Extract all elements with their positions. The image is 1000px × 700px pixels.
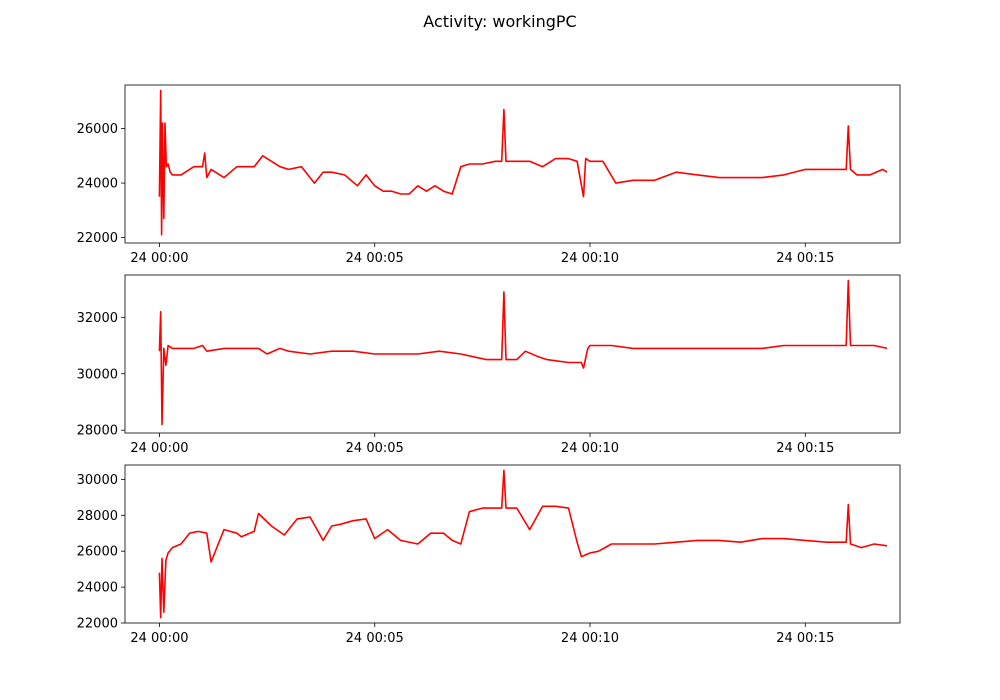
x-tick-label: 24 00:15 (776, 631, 834, 646)
y-tick-label: 24000 (77, 581, 118, 596)
axes-frame (124, 84, 901, 244)
y-tick-label: 28000 (77, 424, 118, 439)
x-tick-label: 24 00:15 (776, 441, 834, 456)
subplot-1: 24 00:00 24 00:05 24 00:10 24 00:15 22000 240… (77, 84, 901, 266)
x-tick-label: 24 00:05 (346, 631, 404, 646)
y-tick-label: 24000 (77, 177, 118, 192)
x-tick-label: 24 00:10 (561, 251, 619, 266)
subplot-3: 24 00:00 24 00:05 24 00:10 24 00:15 22000 240… (77, 464, 901, 646)
y-tick-label: 26000 (77, 122, 118, 137)
x-tick-label: 24 00:00 (130, 251, 188, 266)
figure-title: Activity: workingPC (423, 12, 577, 31)
subplot-2: 24 00:00 24 00:05 24 00:10 24 00:15 28000 300… (77, 274, 901, 456)
x-tick-label: 24 00:10 (561, 631, 619, 646)
x-tick-label: 24 00:00 (130, 631, 188, 646)
axes-frame (124, 274, 901, 434)
y-tick-label: 22000 (77, 231, 118, 246)
y-tick-label: 26000 (77, 545, 118, 560)
x-tick-label: 24 00:05 (346, 251, 404, 266)
y-tick-label: 28000 (77, 509, 118, 524)
series-line (158, 89, 888, 236)
series-line (158, 469, 888, 619)
y-tick-label: 32000 (77, 311, 118, 326)
y-tick-label: 30000 (77, 473, 118, 488)
x-tick-label: 24 00:05 (346, 441, 404, 456)
axes-frame (124, 464, 901, 624)
x-tick-label: 24 00:15 (776, 251, 834, 266)
x-tick-label: 24 00:10 (561, 441, 619, 456)
series-line (158, 279, 888, 426)
x-tick-label: 24 00:00 (130, 441, 188, 456)
y-tick-label: 30000 (77, 367, 118, 382)
y-tick-label: 22000 (77, 617, 118, 632)
